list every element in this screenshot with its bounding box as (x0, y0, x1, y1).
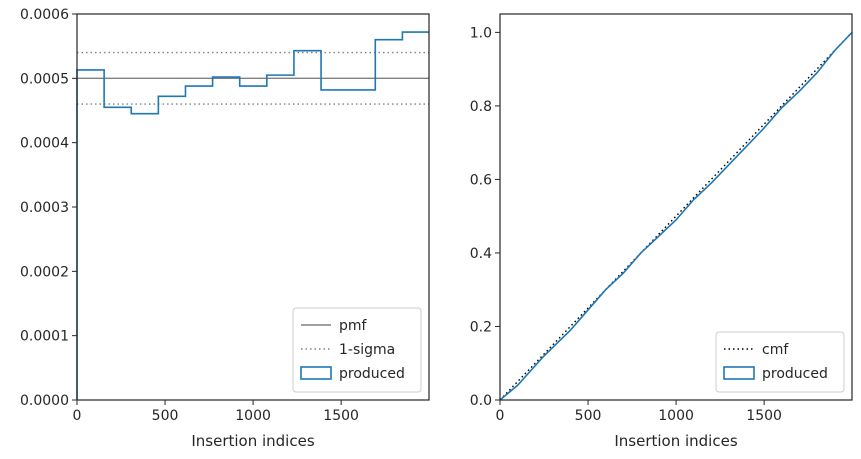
legend-label-produced: produced (339, 366, 405, 382)
x-tick-label: 0 (73, 408, 82, 424)
y-tick-label: 1.0 (470, 25, 492, 41)
y-tick-label: 0.0006 (20, 7, 69, 23)
legend-label-cmf: cmf (762, 342, 789, 358)
pmf-panel: 0 500 1000 1500 0.0000 0.0001 0.0002 0.0003 0.00… (20, 7, 430, 450)
y-tick-label: 0.0000 (20, 393, 69, 409)
y-tick-label: 0.0001 (20, 329, 69, 345)
y-tick-label: 0.4 (470, 246, 492, 262)
x-tick-label: 500 (575, 408, 602, 424)
x-tick-label: 1000 (235, 408, 271, 424)
legend-box (715, 331, 845, 393)
y-tick-label: 0.0003 (20, 200, 69, 216)
cmf-panel: 0 500 1000 1500 0.0 0.2 0.4 0.6 0.8 1.0 Insertion … (470, 13, 853, 450)
legend-box (292, 307, 422, 393)
y-tick-label: 0.0 (470, 393, 492, 409)
series-cmf-line (499, 31, 853, 401)
x-tick-label: 0 (496, 408, 505, 424)
series-produced-line (499, 31, 853, 401)
series-produced-step (76, 31, 429, 400)
legend-label-1-sigma: 1-sigma (339, 342, 395, 358)
y-tick-label: 0.0002 (20, 264, 69, 280)
x-tick-label: 1500 (746, 408, 782, 424)
x-tick-label: 500 (152, 408, 179, 424)
x-axis-label: Insertion indices (191, 432, 314, 450)
x-tick-label: 1500 (323, 408, 359, 424)
legend-label-produced: produced (762, 366, 828, 382)
legend-label-pmf: pmf (339, 318, 368, 334)
y-tick-label: 0.0004 (20, 136, 69, 152)
legend-handle-produced (723, 366, 755, 380)
y-tick-label: 0.6 (470, 172, 492, 188)
x-tick-label: 1000 (658, 408, 694, 424)
y-tick-label: 0.0005 (20, 71, 69, 87)
x-axis-label: Insertion indices (614, 432, 737, 450)
y-tick-label: 0.2 (470, 319, 492, 335)
y-tick-label: 0.8 (470, 99, 492, 115)
legend-handle-produced (300, 366, 332, 380)
